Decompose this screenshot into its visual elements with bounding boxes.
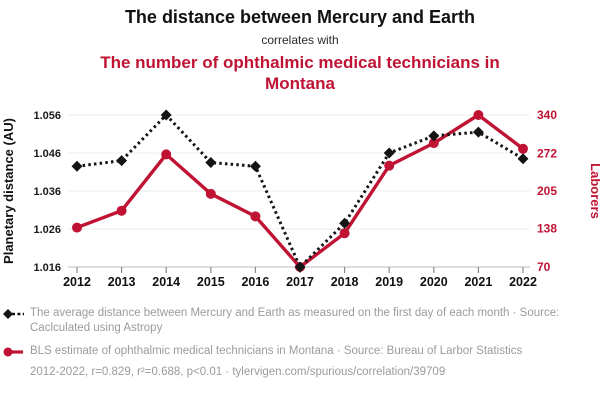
legend-row-technicians: BLS estimate of ophthalmic medical techn… (3, 344, 590, 359)
mercury-distance-line (76, 113, 524, 269)
legend: The average distance between Mercury and… (0, 301, 600, 359)
legend-row-mercury: The average distance between Mercury and… (3, 306, 590, 337)
correlation-chart: 2012 2013 2014 2015 2016 2017 2018 2019 2020 2021… (1, 108, 600, 289)
left-tick-label: 1.026 (33, 224, 61, 236)
x-tick-label: 2019 (375, 275, 403, 289)
x-tick-label: 2018 (331, 275, 359, 289)
mercury-distance-point (116, 155, 128, 167)
mercury-distance-point (339, 217, 351, 229)
x-tick-label: 2022 (509, 275, 537, 289)
mercury-distance-point (249, 160, 261, 172)
x-tick-label: 2013 (108, 275, 136, 289)
technicians-point (205, 188, 216, 199)
black-diamond-marker-icon (3, 309, 24, 320)
chart-subtitle: The number of ophthalmic medical technic… (100, 52, 500, 93)
technicians-point (250, 211, 261, 222)
correlates-with-label: correlates with (261, 32, 339, 47)
technicians-point (116, 205, 127, 216)
right-tick-label: 138 (537, 222, 557, 236)
legend-label-technicians: BLS estimate of ophthalmic medical techn… (30, 344, 523, 357)
technicians-point (161, 149, 172, 160)
mercury-distance-point (160, 109, 172, 121)
right-tick-label: 340 (537, 108, 557, 122)
stats-citation: 2012-2022, r=0.829, r²=0.688, p<0.01 · t… (30, 365, 446, 378)
technicians-point (384, 160, 395, 171)
chart-title: The distance between Mercury and Earth (124, 7, 476, 27)
x-tick-label: 2014 (152, 275, 180, 289)
mercury-distance-point (383, 147, 395, 159)
x-tick-label: 2016 (241, 275, 269, 289)
chart-header: The distance between Mercury and Earth c… (0, 0, 600, 94)
technicians-point (518, 143, 528, 154)
mercury-distance-point (205, 157, 217, 169)
x-tick-label: 2015 (197, 275, 225, 289)
mercury-distance-point (428, 130, 440, 142)
right-tick-label: 70 (537, 260, 551, 274)
mercury-distance-point (517, 153, 529, 165)
legend-label-mercury: The average distance between Mercury and… (30, 307, 560, 335)
x-tick-label: 2020 (420, 275, 448, 289)
right-tick-label: 272 (537, 146, 557, 160)
mercury-distance-point (294, 261, 306, 273)
technicians-point (72, 222, 82, 233)
left-tick-label: 1.036 (33, 186, 61, 198)
technicians-point (339, 228, 350, 239)
left-axis-title: Planetary distance (AU) (1, 118, 16, 264)
x-tick-label: 2012 (63, 275, 91, 289)
mercury-distance-point (71, 160, 83, 172)
red-circle-marker-icon (3, 347, 23, 357)
x-tick-label: 2021 (464, 275, 492, 289)
right-tick-label: 205 (537, 184, 557, 198)
left-tick-label: 1.056 (33, 110, 61, 122)
left-tick-label: 1.016 (33, 262, 61, 274)
technicians-point (428, 138, 439, 149)
left-tick-label: 1.046 (33, 148, 61, 160)
technicians-point (473, 110, 484, 121)
x-tick-label: 2017 (286, 275, 314, 289)
mercury-distance-point (472, 126, 484, 138)
right-axis-title: Laborers (588, 163, 600, 219)
